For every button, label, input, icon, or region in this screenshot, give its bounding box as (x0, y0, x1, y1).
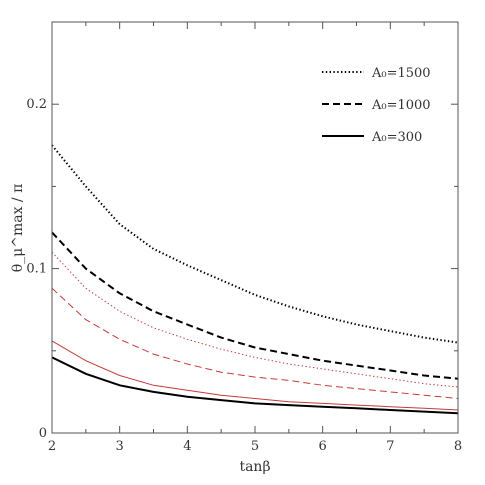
x-tick-label: 3 (116, 439, 124, 454)
series-line-4 (51, 251, 459, 388)
series-line-1 (51, 144, 459, 344)
x-tick-label: 8 (454, 439, 462, 454)
x-tick-label: 2 (48, 439, 56, 454)
series-line-2 (51, 231, 459, 380)
y-tick-label: 0.2 (26, 97, 47, 112)
legend-label: A₀=300 (371, 130, 422, 145)
ticks-layer: 2 3 4 5 6 7 8 0 0.1 0.2 (26, 22, 462, 454)
series-line-5 (51, 287, 459, 399)
x-tick-label: 7 (386, 439, 394, 454)
y-tick-label: 0.1 (26, 262, 47, 277)
legend-label: A₀=1500 (371, 66, 431, 81)
legend-label: A₀=1000 (371, 98, 431, 113)
y-tick-label: 0 (39, 426, 47, 441)
series-line-3 (51, 356, 459, 415)
x-tick-label: 6 (319, 439, 327, 454)
y-axis-label: θ_μ^max / π (10, 184, 26, 273)
series-line-6 (51, 340, 459, 411)
plot-frame (51, 21, 459, 434)
legend: A₀=1500 A₀=1000 A₀=300 (322, 66, 431, 145)
series-layer (51, 144, 459, 415)
x-tick-label: 4 (183, 439, 191, 454)
x-tick-label: 5 (251, 439, 259, 454)
x-axis-label: tanβ (239, 459, 270, 475)
